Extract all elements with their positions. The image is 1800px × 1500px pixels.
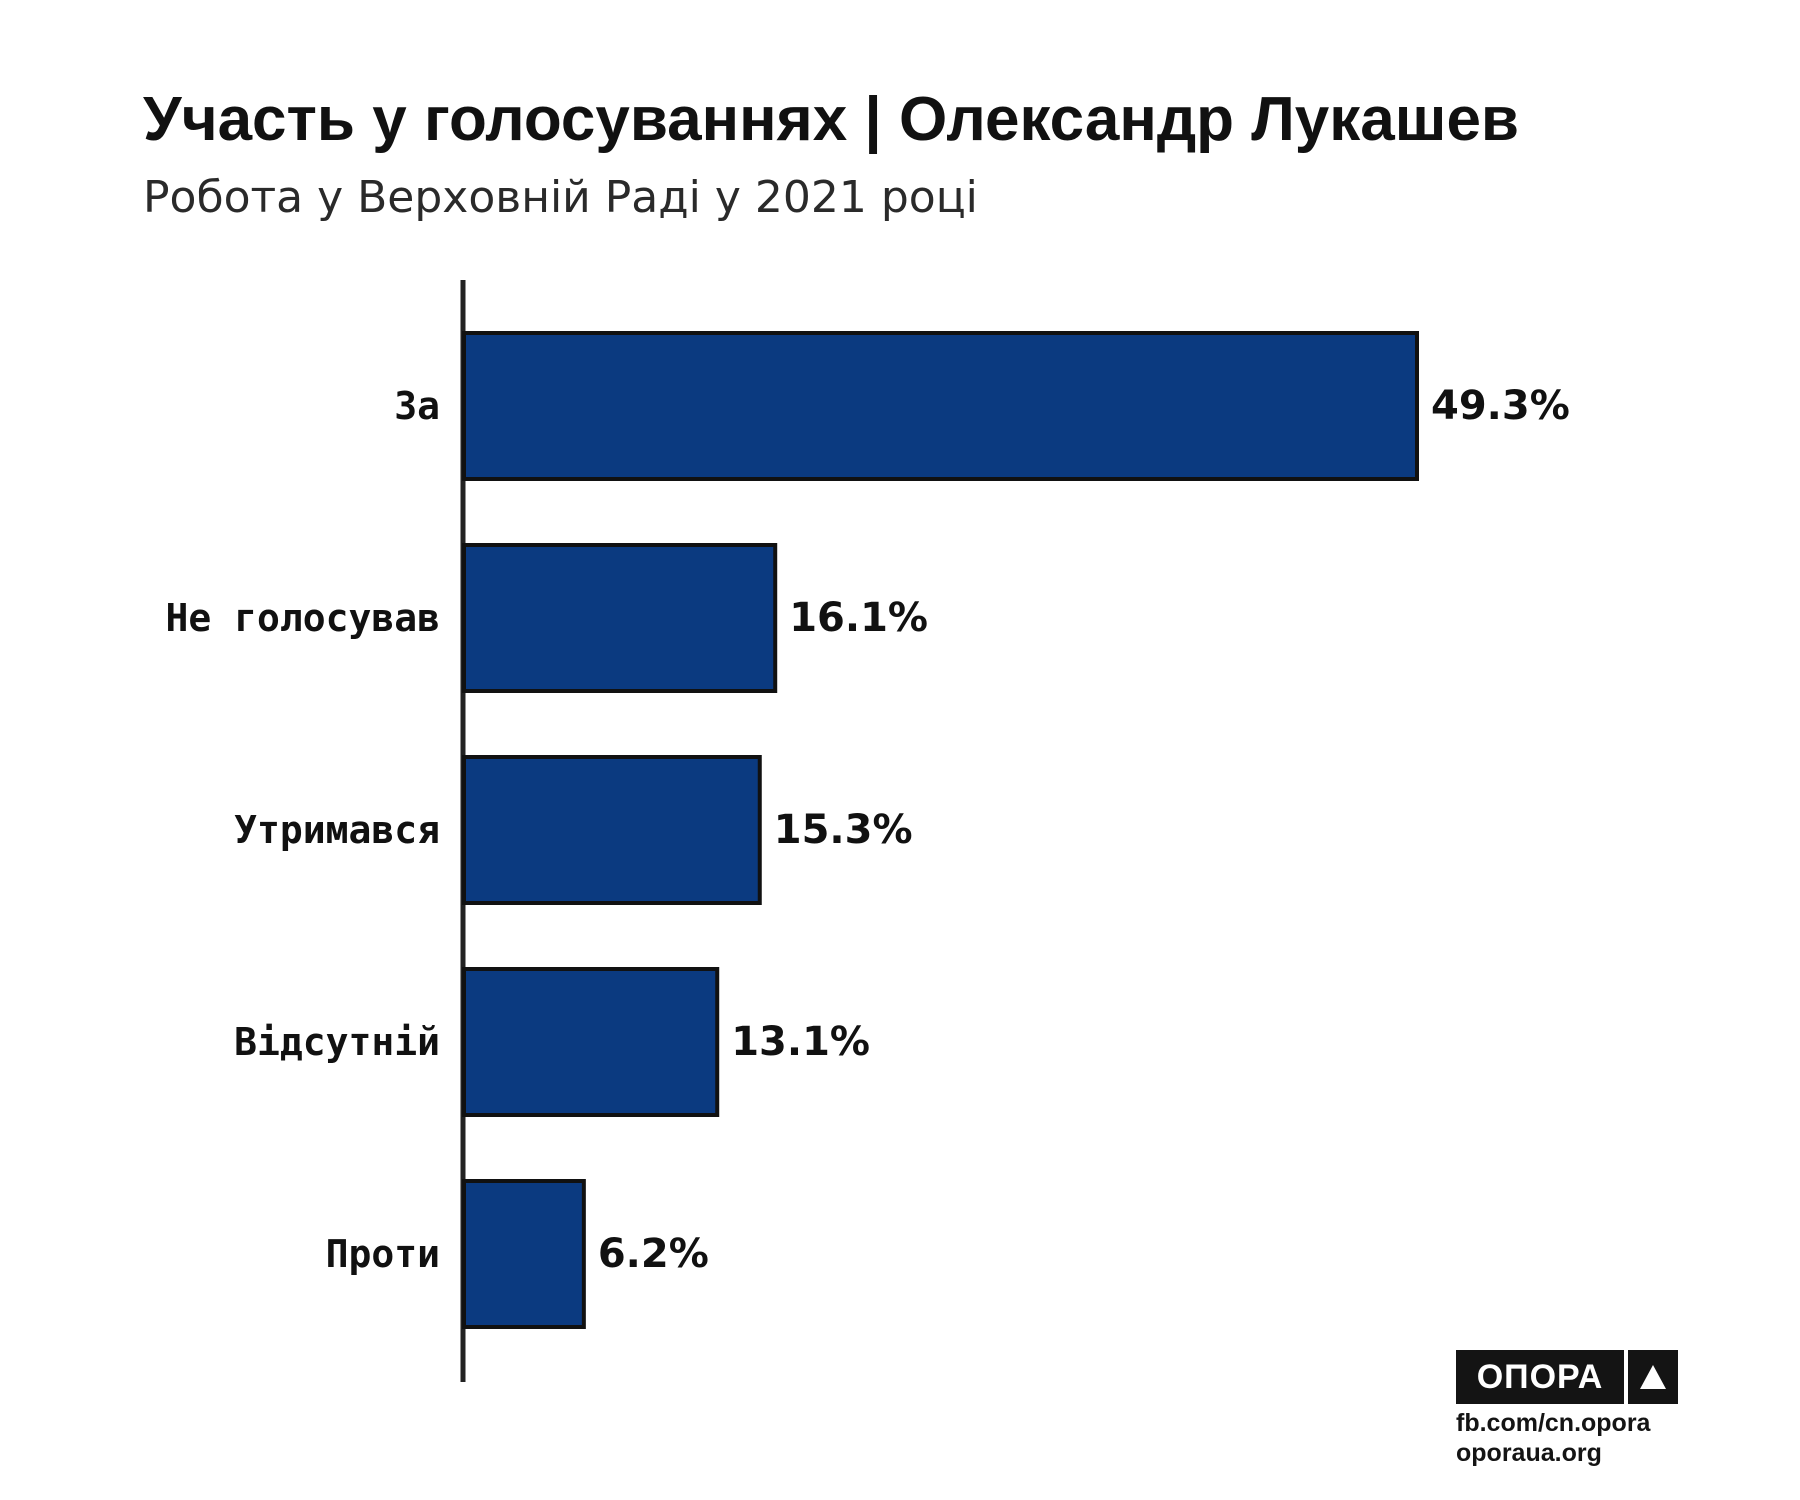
source-links: fb.com/cn.opora oporaua.org xyxy=(1456,1408,1650,1468)
bar-0 xyxy=(462,331,1419,481)
category-label-2: Утримався xyxy=(234,808,440,852)
bar-1 xyxy=(462,543,778,693)
value-label-4: 6.2% xyxy=(598,1231,709,1277)
chart-subtitle: Робота у Верховній Раді у 2021 році xyxy=(143,172,978,223)
value-label-1: 16.1% xyxy=(789,595,928,641)
category-labels-group: За Не голосував Утримався Відсутній Проти xyxy=(165,384,440,1276)
triangle-icon xyxy=(1628,1350,1678,1404)
value-label-0: 49.3% xyxy=(1431,383,1570,429)
website-link[interactable]: oporaua.org xyxy=(1456,1439,1602,1467)
bars-group xyxy=(462,331,1419,1329)
category-label-4: Проти xyxy=(326,1232,440,1276)
category-label-1: Не голосував xyxy=(165,596,440,640)
bar-4 xyxy=(462,1179,586,1329)
opora-logo: ОПОРА xyxy=(1456,1350,1678,1404)
category-label-0: За xyxy=(394,384,440,428)
chart-title: Участь у голосуваннях | Олександр Лукаше… xyxy=(143,85,1520,154)
bar-2 xyxy=(462,755,762,905)
value-label-2: 15.3% xyxy=(774,807,913,853)
value-labels-group: 49.3% 16.1% 15.3% 13.1% 6.2% xyxy=(598,383,1570,1277)
facebook-link[interactable]: fb.com/cn.opora xyxy=(1456,1409,1651,1437)
logo-wordmark: ОПОРА xyxy=(1456,1350,1624,1404)
bar-3 xyxy=(462,967,720,1117)
value-label-3: 13.1% xyxy=(731,1019,870,1065)
category-label-3: Відсутній xyxy=(234,1020,440,1064)
